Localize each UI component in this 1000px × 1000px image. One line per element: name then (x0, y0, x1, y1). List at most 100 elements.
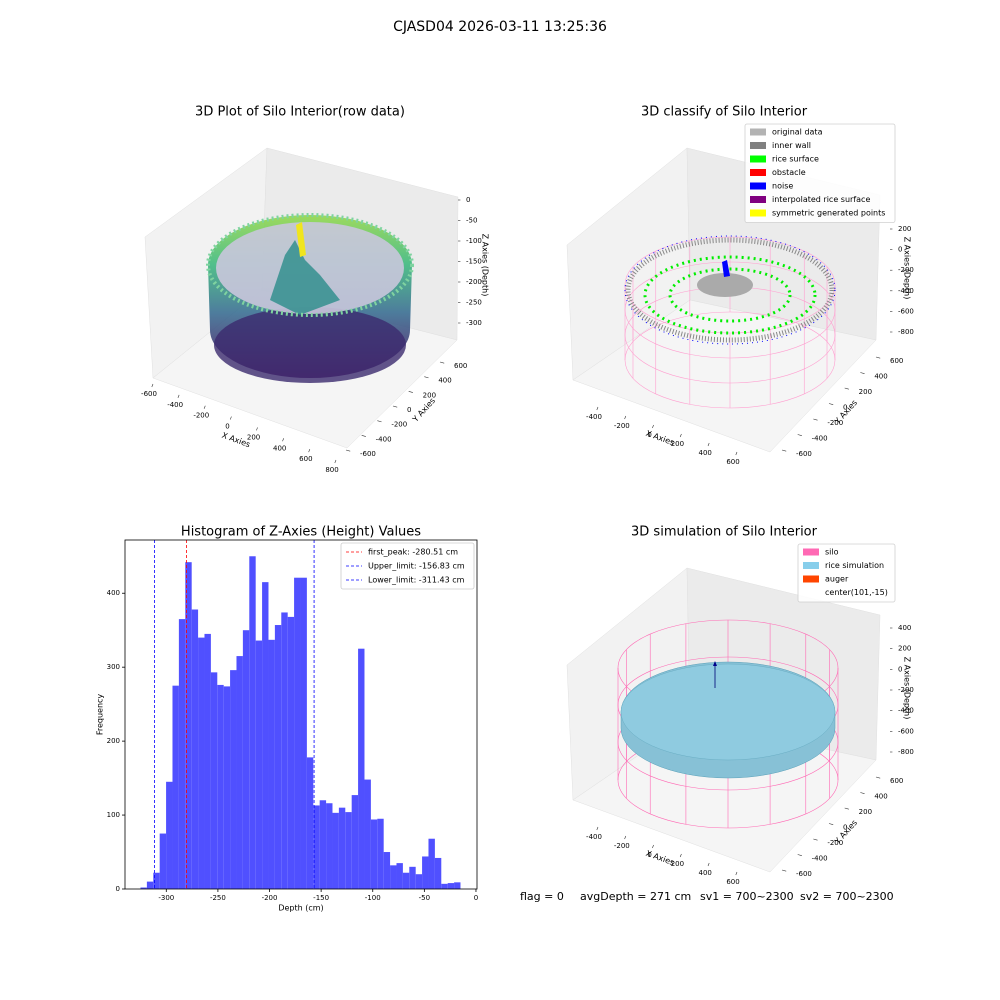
footer-text: avgDepth = 271 cm (580, 890, 691, 903)
legend-swatch (750, 142, 766, 149)
z-tick-label: -250 (466, 299, 482, 307)
tick-mark (797, 434, 802, 436)
bar (390, 865, 397, 889)
bar (351, 795, 359, 889)
y-tick-label: 200 (107, 737, 120, 745)
bar (172, 685, 179, 889)
tick-mark (679, 433, 682, 438)
z-tick-label: -300 (466, 319, 482, 327)
noise-spike (722, 260, 730, 277)
original (697, 273, 753, 297)
y-tick-label: -600 (360, 450, 376, 458)
y-tick-label: 400 (874, 793, 887, 801)
legend-swatch (803, 548, 819, 556)
legend-label: silo (825, 548, 839, 557)
figure-title: CJASD04 2026-03-11 13:25:36 (393, 19, 607, 35)
y-tick-label: 0 (843, 404, 847, 412)
bar (223, 686, 231, 889)
y-tick-label: -400 (376, 435, 392, 443)
y-tick-label: 100 (107, 811, 120, 819)
bar (262, 582, 269, 889)
bar (230, 670, 237, 889)
legend-swatch (750, 182, 766, 190)
tick-mark (424, 376, 429, 379)
bar (166, 781, 173, 889)
legend-swatch (750, 169, 766, 176)
tick-mark (392, 405, 398, 408)
x-tick-label: 0 (647, 431, 651, 439)
legend-label: obstacle (772, 168, 806, 177)
tick-mark (439, 361, 445, 364)
z-tick-label: -600 (898, 307, 914, 315)
x-tick-label: 0 (474, 894, 478, 902)
tick-mark (652, 424, 654, 429)
bar (191, 609, 199, 889)
panel-title: 3D simulation of Silo Interior (631, 525, 818, 540)
axis-label: X Axies (645, 429, 676, 448)
x-tick-label: 600 (726, 878, 739, 886)
y-tick-label: -400 (812, 435, 828, 443)
legend-label: rice surface (772, 155, 819, 164)
legend-box (797, 543, 896, 603)
panel-title: 3D Plot of Silo Interior(row data) (195, 105, 405, 120)
tick-mark (844, 807, 849, 810)
tick-mark (875, 776, 881, 779)
x-tick-label: 800 (325, 466, 338, 474)
x-axis-label: Depth (cm) (278, 904, 323, 913)
legend-swatch (803, 575, 819, 583)
bar (294, 577, 301, 889)
tick-mark (679, 853, 682, 858)
y-tick-label: 400 (438, 377, 451, 385)
silo-rim (206, 213, 414, 317)
tick-mark (624, 835, 627, 840)
y-tick-label: -200 (827, 419, 843, 427)
bar (409, 866, 416, 889)
panel-3d (566, 567, 881, 873)
bar (281, 612, 288, 889)
bar (383, 852, 391, 889)
tick-mark (844, 387, 849, 390)
tick-mark (707, 442, 710, 447)
y-tick-label: 200 (859, 808, 872, 816)
bar (268, 639, 275, 889)
bar (204, 633, 211, 889)
tick-mark (860, 792, 865, 794)
tick-mark (781, 449, 787, 452)
axis-label: Y Axies (832, 818, 859, 846)
z-tick-label: 400 (898, 624, 911, 632)
bar (422, 856, 429, 889)
bar (178, 619, 186, 889)
wire (624, 236, 836, 334)
z-tick-label: -50 (466, 217, 477, 225)
legend-label: inner wall (772, 141, 811, 150)
x-tick-label: 0 (225, 423, 229, 431)
bar (153, 872, 160, 889)
x-tick-label: 0 (647, 851, 651, 859)
tick-mark (860, 372, 865, 374)
z-tick-label: 200 (898, 645, 911, 653)
y-tick-label: 600 (454, 362, 467, 370)
legend-label: first_peak: -280.51 cm (368, 548, 458, 557)
legend-label: original data (772, 128, 823, 137)
panel-3d (144, 147, 459, 449)
x-tick-label: 200 (671, 860, 684, 868)
z-tick-label: 0 (898, 246, 902, 254)
legend-swatch (750, 196, 766, 203)
x-tick-label: -200 (614, 842, 630, 850)
bar (236, 656, 243, 889)
bar (441, 883, 448, 889)
legend-label: Lower_limit: -311.43 cm (368, 576, 465, 585)
z-tick-label: -400 (898, 287, 914, 295)
y-tick-label: 200 (423, 391, 436, 399)
footer-text: sv1 = 700~2300 (700, 890, 794, 903)
legend-box (744, 123, 896, 223)
tick-mark (828, 823, 834, 825)
legend-label: auger (825, 575, 849, 584)
footer-text: flag = 0 (520, 890, 564, 903)
bar (313, 805, 320, 889)
x-tick-label: -200 (193, 412, 209, 420)
x-tick-label: -200 (614, 422, 630, 430)
z-tick-label: 200 (898, 225, 911, 233)
tick-mark (797, 854, 802, 856)
z-tick-label: -800 (898, 748, 914, 756)
